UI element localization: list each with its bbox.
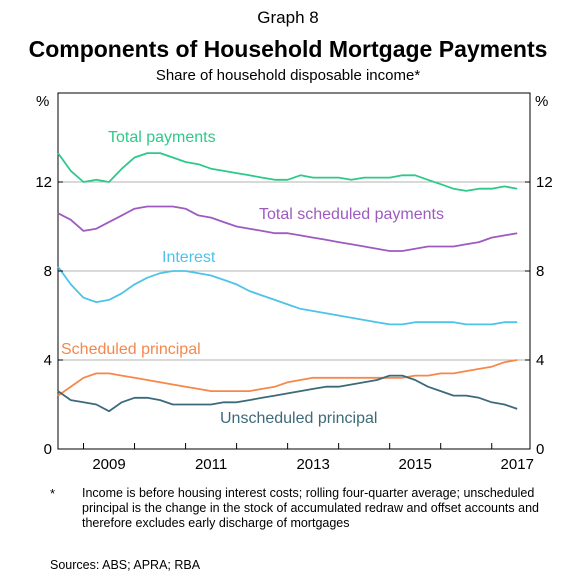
y-axis-unit-left: % — [36, 93, 49, 110]
series-label-unscheduled_principal: Unscheduled principal — [220, 410, 377, 427]
series-line-total_payments — [57, 152, 518, 192]
series-label-scheduled_principal: Scheduled principal — [61, 341, 201, 358]
y-tick-right-12: 12 — [536, 174, 553, 191]
chart-svg: 0 0 4 4 8 8 12 12 2009 2011 2013 2015 2017 Total pay… — [35, 92, 553, 473]
y-tick-right-4: 4 — [536, 352, 544, 369]
series-line-interest — [57, 266, 518, 326]
y-tick-left-0: 0 — [44, 441, 52, 458]
sources: Sources: ABS; APRA; RBA — [50, 558, 201, 572]
series-line-total_scheduled — [57, 205, 518, 252]
y-axis-unit-right: % — [535, 93, 548, 110]
x-tick-2017: 2017 — [501, 456, 534, 473]
series-labels: Total payments Total scheduled payments In… — [61, 129, 444, 427]
y-tick-left-4: 4 — [44, 352, 52, 369]
x-tick-2011: 2011 — [195, 456, 227, 473]
x-tick-2013: 2013 — [296, 456, 329, 473]
footnote-mark: * — [50, 486, 56, 501]
chart-subtitle: Share of household disposable income* — [155, 67, 421, 84]
series-label-interest: Interest — [162, 249, 216, 266]
y-tick-right-0: 0 — [536, 441, 544, 458]
y-tick-left-12: 12 — [35, 174, 52, 191]
x-tick-2015: 2015 — [399, 456, 432, 473]
series-line-unscheduled_principal — [57, 374, 518, 413]
footnote-text: Income is before housing interest costs;… — [82, 486, 539, 530]
chart-title: Components of Household Mortgage Payment… — [28, 36, 548, 62]
series-label-total_scheduled: Total scheduled payments — [259, 206, 444, 223]
series-lines — [57, 152, 518, 413]
grid-lines — [58, 181, 530, 361]
x-tick-2009: 2009 — [92, 456, 125, 473]
series-line-scheduled_principal — [57, 359, 518, 397]
y-tick-right-8: 8 — [536, 263, 544, 280]
axis-ticks: 0 0 4 4 8 8 12 12 2009 2011 2013 2015 2017 — [35, 174, 552, 473]
graph-label: Graph 8 — [257, 8, 319, 27]
y-tick-left-8: 8 — [44, 263, 52, 280]
series-label-total_payments: Total payments — [108, 129, 216, 146]
